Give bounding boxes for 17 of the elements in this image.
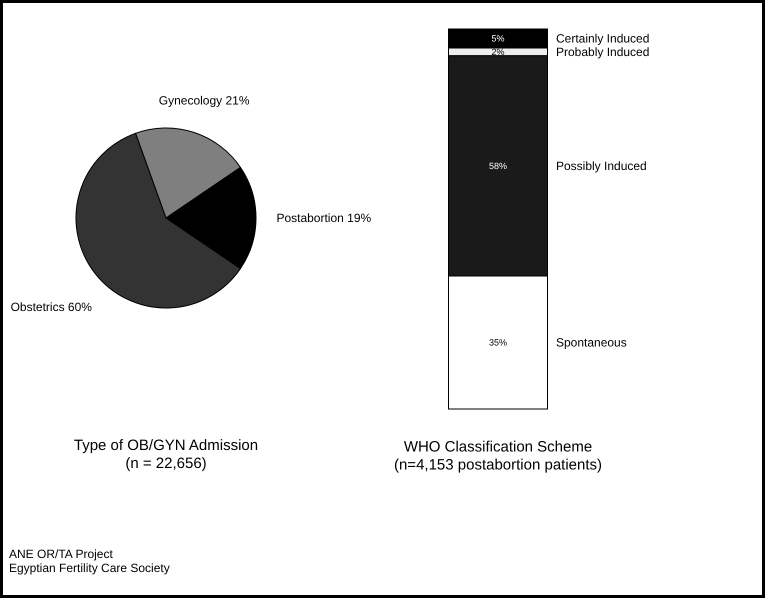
data-label: 58% <box>488 160 508 171</box>
text: (n = 22,656) <box>125 455 207 472</box>
series-label: Spontaneous <box>556 336 627 350</box>
text: WHO Classification Scheme <box>404 438 592 456</box>
text: ANE OR/TA Project <box>9 547 114 561</box>
series-label: Certainly Induced <box>556 32 650 46</box>
text: Egyptian Fertility Care Society <box>9 561 170 575</box>
series-label: Probably Induced <box>556 44 650 59</box>
data-label: 2% <box>491 46 505 57</box>
series-label: Possibly Induced <box>556 158 647 173</box>
slice-label: Obstetrics 60% <box>10 300 92 314</box>
data-label: 35% <box>488 338 508 348</box>
slice-label: Postabortion 19% <box>276 211 372 225</box>
text: Type of OB/GYN Admission <box>74 437 258 454</box>
slice-label: Gynecology 21% <box>158 94 250 108</box>
data-label: 5% <box>491 34 505 44</box>
text: (n=4,153 postabortion patients) <box>394 456 602 474</box>
